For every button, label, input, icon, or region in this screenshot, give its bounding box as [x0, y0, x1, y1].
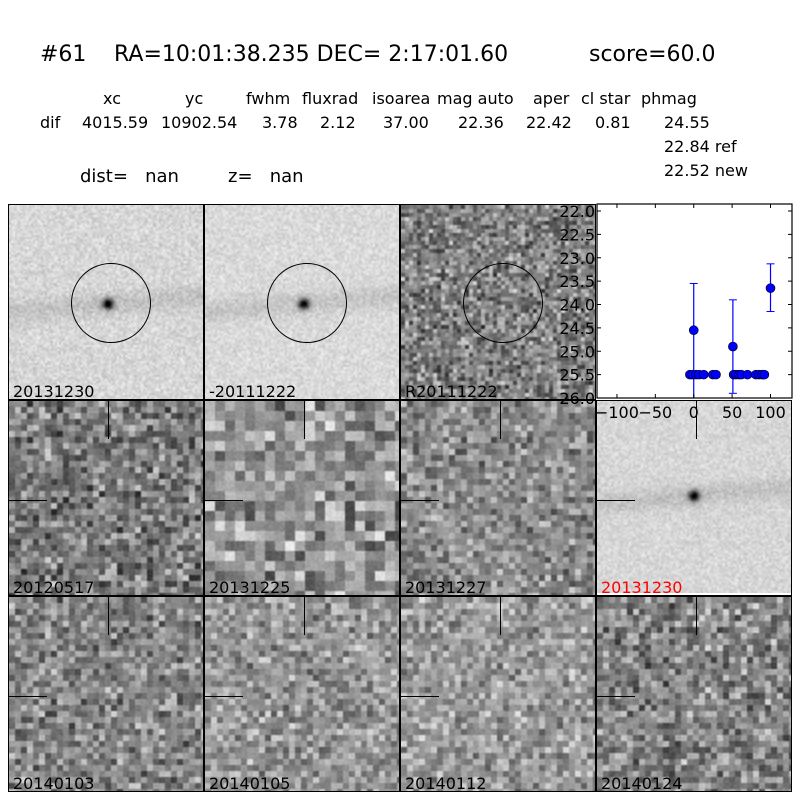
val-cl-star: 0.81 [595, 113, 631, 132]
image-cutout [205, 597, 399, 791]
data-point [688, 325, 699, 336]
y-tick-label: 23.0 [559, 249, 595, 268]
dist: dist= nan [80, 166, 179, 187]
vertical-tick-marker [500, 401, 502, 439]
vertical-tick-marker [108, 597, 110, 635]
data-point [728, 341, 738, 352]
horizontal-tick-marker [9, 500, 47, 502]
y-tick-label: 24.0 [559, 296, 595, 315]
val-mag-auto: 22.36 [458, 113, 504, 132]
aperture-circle [267, 263, 347, 343]
panel-date-label: 20131225 [209, 578, 291, 596]
y-tick-label: 25.0 [559, 342, 595, 361]
panel-date-label: 20140105 [209, 774, 291, 792]
vertical-tick-marker [696, 401, 698, 439]
col-fwhm: fwhm [246, 89, 291, 108]
image-cutout [401, 401, 595, 595]
data-point [742, 369, 753, 380]
data-point [698, 369, 709, 380]
val-fluxrad: 2.12 [320, 113, 356, 132]
vertical-tick-marker [304, 597, 306, 635]
panel-date-label: -20111222 [209, 382, 297, 400]
image-panel: 20140105 [204, 596, 400, 792]
col-phmag: phmag [641, 89, 697, 108]
horizontal-tick-marker [401, 696, 439, 698]
data-point [759, 369, 770, 380]
vertical-tick-marker [696, 597, 698, 635]
vertical-tick-marker [500, 597, 502, 635]
panel-date-label: 20131227 [405, 578, 487, 596]
val-isoarea: 37.00 [383, 113, 429, 132]
aperture-circle [463, 263, 543, 343]
panel-date-label: 20140103 [13, 774, 95, 792]
plot-frame [596, 203, 793, 399]
image-panel: 20120517 [8, 400, 204, 596]
horizontal-tick-marker [205, 696, 243, 698]
image-panel: R20111222 [400, 204, 596, 400]
coordinates: RA=10:01:38.235 DEC= 2:17:01.60 [114, 42, 509, 67]
val-yc: 10902.54 [161, 113, 238, 132]
image-panel: -20111222 [204, 204, 400, 400]
vertical-tick-marker [304, 401, 306, 439]
y-tick-label: 25.5 [559, 366, 595, 385]
image-cutout [205, 401, 399, 595]
y-tick-label: 24.5 [559, 319, 595, 338]
panel-date-label: 20131230 [601, 578, 683, 596]
image-cutout [9, 597, 203, 791]
horizontal-tick-marker [205, 500, 243, 502]
col-yc: yc [185, 89, 204, 108]
panel-date-label: 20140124 [601, 774, 683, 792]
image-cutout [597, 597, 791, 791]
y-tick-label: 22.5 [559, 225, 595, 244]
data-point [765, 283, 776, 293]
vertical-tick-marker [108, 401, 110, 439]
new-mag: 22.52 new [664, 161, 748, 180]
plot-background [597, 204, 792, 398]
panel-date-label: 20131230 [13, 382, 95, 400]
col-cl-star: cl star [581, 89, 631, 108]
image-panel: 20140112 [400, 596, 596, 792]
col-mag-auto: mag auto [437, 89, 514, 108]
panel-date-label: 20120517 [13, 578, 95, 596]
redshift: z= nan [228, 166, 304, 187]
candidate-id: #61 [40, 42, 87, 67]
horizontal-tick-marker [9, 696, 47, 698]
col-isoarea: isoarea [372, 89, 431, 108]
x-tick-label: 0 [689, 403, 699, 422]
panel-date-label: R20111222 [405, 382, 498, 400]
val-phmag: 24.55 [664, 113, 710, 132]
y-tick-label: 26.0 [559, 389, 595, 408]
val-fwhm: 3.78 [262, 113, 298, 132]
row-label: dif [40, 113, 61, 132]
col-aper: aper [533, 89, 570, 108]
image-panel: 20131230 [596, 400, 792, 596]
col-fluxrad: fluxrad [302, 89, 359, 108]
image-panel: 20131230 [8, 204, 204, 400]
data-point [711, 369, 721, 380]
x-tick-label: 50 [722, 403, 742, 422]
val-xc: 4015.59 [82, 113, 149, 132]
image-panel: 20131227 [400, 400, 596, 596]
horizontal-tick-marker [597, 500, 635, 502]
image-panel: 20140124 [596, 596, 792, 792]
panel-date-label: 20140112 [405, 774, 487, 792]
y-tick-label: 22.0 [559, 202, 595, 221]
x-tick-label: −100 [595, 403, 639, 422]
image-panel: 20140103 [8, 596, 204, 792]
x-tick-label: 100 [755, 403, 786, 422]
image-cutout [597, 401, 791, 593]
x-tick-label: −50 [638, 403, 672, 422]
image-panel: 20131225 [204, 400, 400, 596]
col-xc: xc [103, 89, 121, 108]
image-cutout [401, 597, 595, 791]
ref-mag: 22.84 ref [664, 137, 737, 156]
aperture-circle [71, 263, 151, 343]
horizontal-tick-marker [401, 500, 439, 502]
y-tick-label: 23.5 [559, 272, 595, 291]
score: score=60.0 [589, 42, 716, 67]
val-aper: 22.42 [526, 113, 572, 132]
horizontal-tick-marker [597, 696, 635, 698]
image-cutout [9, 401, 203, 595]
